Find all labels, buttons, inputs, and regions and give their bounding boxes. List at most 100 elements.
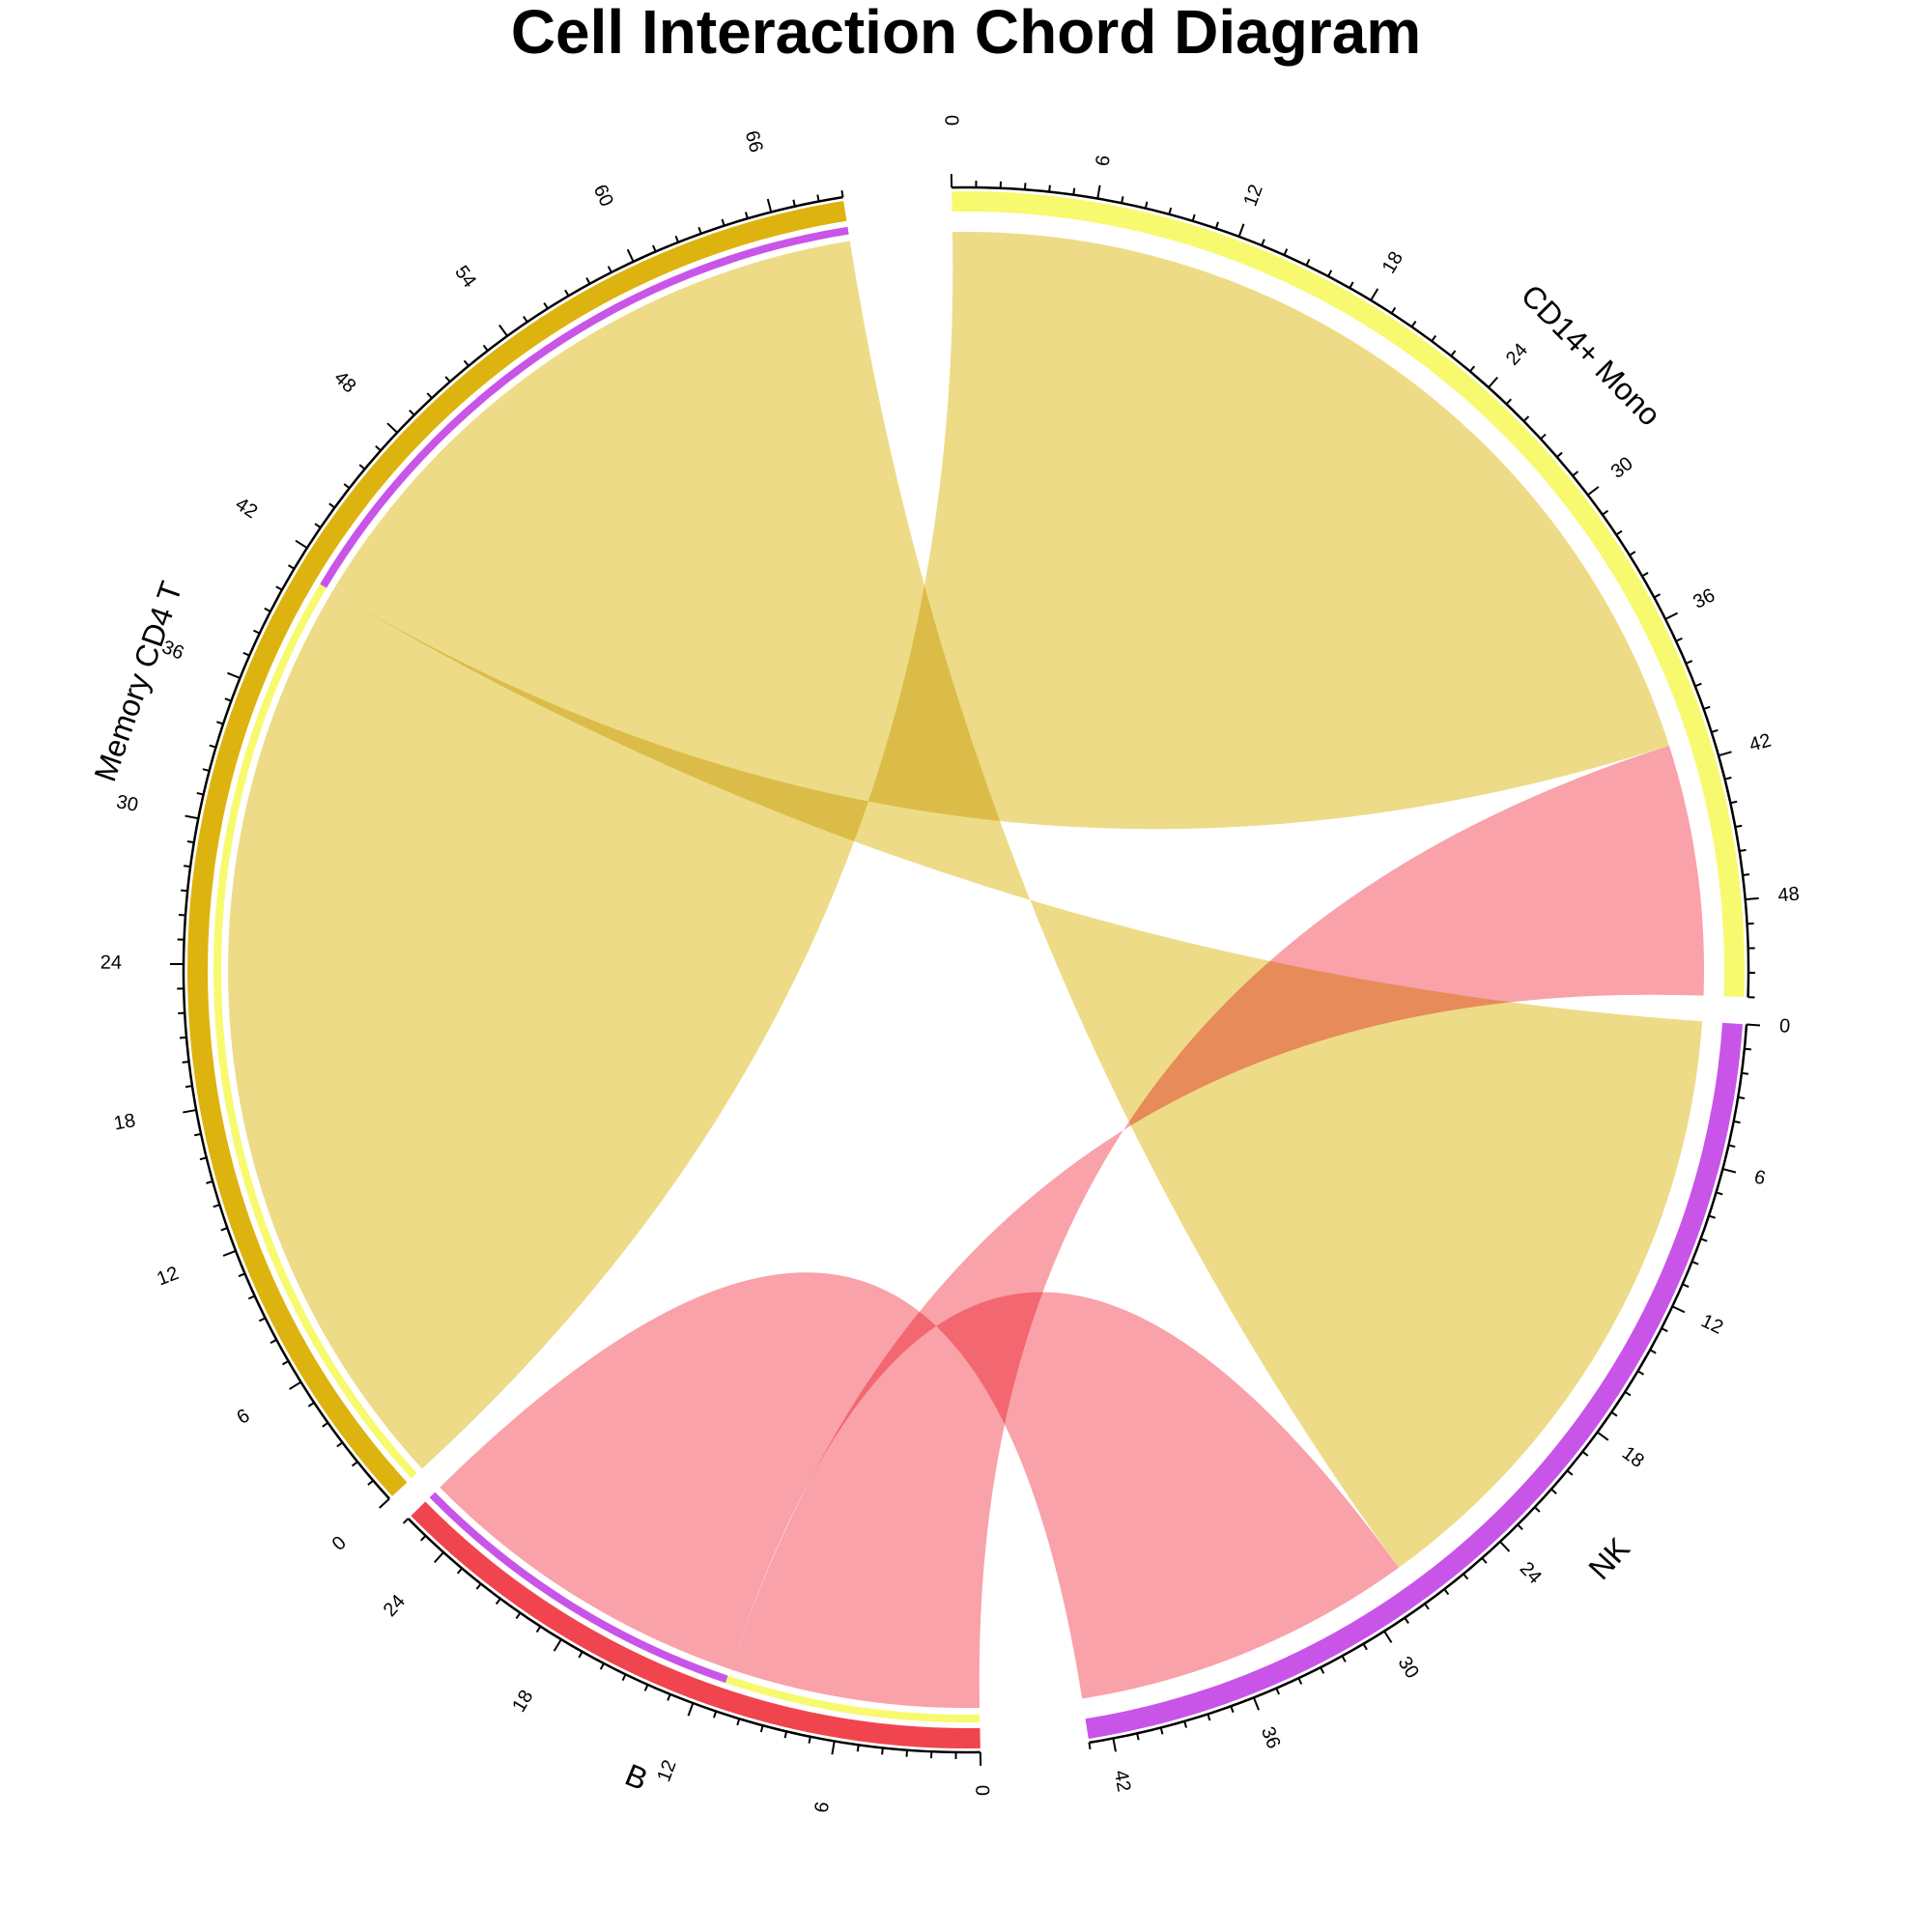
sector-name-2: Memory CD4 T (87, 577, 188, 785)
axis-tick (1481, 1557, 1488, 1564)
axis-tick (652, 244, 657, 252)
axis-tick (1320, 1666, 1325, 1674)
axis-tick (1136, 1733, 1140, 1741)
axis-tick (1602, 509, 1609, 516)
tick-label: 6 (811, 1801, 835, 1815)
tick-label: 6 (1092, 154, 1115, 168)
axis-tick (209, 744, 216, 749)
axis-tick (1283, 248, 1289, 256)
axis-tick (182, 1061, 189, 1064)
axis-tick (687, 1702, 695, 1717)
tick-label: 24 (1502, 339, 1532, 369)
axis-tick (358, 464, 366, 470)
axis-tick (1023, 183, 1027, 190)
axis-tick (495, 1598, 501, 1605)
axis-tick (1072, 187, 1076, 195)
axis-tick (314, 523, 322, 528)
sector-tracks (186, 191, 1746, 1748)
axis-tick (270, 1339, 277, 1345)
axis-tick (1463, 1573, 1469, 1580)
axis-tick (258, 1317, 267, 1322)
axis-tick (564, 289, 570, 297)
axis-tick (1499, 1541, 1511, 1552)
chord-nk-to-memory-cd4-t (332, 241, 1703, 1568)
axis-tick (434, 1551, 444, 1564)
axis-tick (1168, 207, 1173, 215)
tick-label: 30 (1394, 1653, 1423, 1683)
chord-nk-to-b (440, 1272, 1399, 1699)
axis-tick (1718, 751, 1732, 757)
tick-label: 30 (1607, 453, 1637, 483)
axis-tick (1305, 258, 1311, 267)
axis-tick (1191, 213, 1196, 222)
axis-tick (456, 1567, 463, 1575)
axis-tick (744, 212, 749, 219)
axis-tick (1112, 1738, 1117, 1752)
tick-label: 0 (971, 1785, 992, 1797)
axis-tick (1349, 281, 1354, 289)
tick-label: 60 (589, 182, 617, 210)
axis-tick (1624, 1390, 1632, 1397)
sector-track-0 (1085, 1022, 1744, 1739)
axis-tick (216, 721, 224, 725)
axis-tick (1722, 1168, 1737, 1174)
tick-label: 42 (232, 494, 262, 524)
axis-tick (831, 1741, 836, 1755)
axis-tick (238, 1272, 245, 1278)
chart-title: Cell Interaction Chord Diagram (511, 0, 1421, 67)
sector-axis-0 (1089, 1024, 1748, 1745)
axis-tick (1469, 365, 1476, 373)
axis-tick (1370, 288, 1379, 301)
axis-tick (375, 445, 382, 452)
axis-tick (419, 1535, 427, 1542)
axis-tick (1390, 306, 1397, 314)
axis-tick (1275, 1688, 1280, 1695)
axis-tick (1522, 415, 1530, 422)
tick-label: 42 (1110, 1769, 1135, 1794)
axis-tick (289, 1380, 302, 1390)
axis-tick (206, 1180, 213, 1184)
axis-tick (343, 483, 351, 490)
axis-tick (409, 409, 415, 416)
axis-tick (1685, 660, 1693, 665)
chord-cd14-mono-to-b (729, 745, 1704, 1708)
tick-label: 18 (112, 1110, 137, 1135)
axis-tick (1738, 1095, 1746, 1099)
axis-tick (766, 198, 773, 213)
axis-tick (1566, 1469, 1574, 1476)
axis-tick (1641, 572, 1649, 578)
axis-tick (196, 791, 204, 796)
axis-tick (1297, 1677, 1303, 1685)
axis-tick (1159, 1727, 1164, 1735)
axis-tick (607, 266, 612, 273)
axis-tick (1431, 334, 1437, 342)
tick-label: 18 (508, 1687, 537, 1716)
axis-tick (1664, 611, 1679, 620)
axis-tick (1443, 1588, 1450, 1596)
axis-tick (792, 199, 796, 207)
axis-tick (386, 422, 398, 434)
axis-tick (1735, 824, 1743, 829)
tick-label: 12 (154, 1263, 182, 1291)
axis-tick (816, 194, 820, 202)
axis-tick (1534, 1506, 1541, 1513)
axis-tick (186, 840, 194, 844)
tick-label: 0 (1778, 1015, 1791, 1037)
axis-tick (1450, 350, 1457, 357)
axis-tick (202, 768, 210, 772)
target-grid-3 (725, 1675, 980, 1723)
axis-tick (220, 1227, 228, 1232)
axis-tick (1744, 1047, 1751, 1051)
axis-tick (1572, 470, 1579, 477)
axis-tick (482, 344, 489, 352)
axis-tick (1383, 1631, 1393, 1643)
axis-tick (1596, 1431, 1609, 1441)
axis-tick (336, 1441, 344, 1448)
axis-tick (697, 226, 702, 235)
axis-tick (1404, 1617, 1409, 1625)
axis-tick (1742, 873, 1750, 877)
axis-tick (1341, 1655, 1347, 1662)
axis-tick (1362, 1643, 1368, 1651)
axis-tick (199, 1156, 207, 1161)
axis-tick (905, 1749, 909, 1757)
